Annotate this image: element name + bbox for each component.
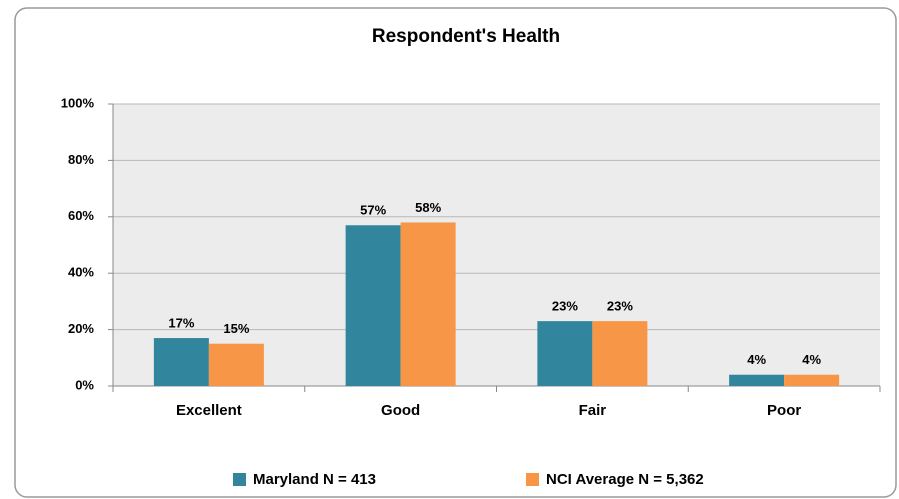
- value-label: 4%: [747, 352, 766, 367]
- plot-area: [113, 104, 880, 386]
- bar: [400, 222, 456, 386]
- bar: [537, 321, 593, 386]
- x-tick-label: Poor: [767, 402, 801, 419]
- y-tick-label: 40%: [68, 265, 94, 280]
- y-tick-label: 0%: [75, 377, 94, 392]
- x-tick-label: Excellent: [176, 402, 242, 419]
- value-label: 17%: [168, 315, 194, 330]
- bar: [784, 374, 840, 386]
- y-tick-label: 60%: [68, 208, 94, 223]
- y-tick-label: 100%: [61, 95, 95, 110]
- value-label: 23%: [552, 299, 578, 314]
- legend-label: Maryland N = 413: [253, 471, 376, 488]
- bar: [345, 225, 401, 386]
- bar: [729, 374, 785, 386]
- value-label: 58%: [415, 200, 441, 215]
- legend-label: NCI Average N = 5,362: [546, 471, 704, 488]
- x-tick-label: Fair: [579, 402, 607, 419]
- chart-title: Respondent's Health: [372, 26, 560, 47]
- value-label: 23%: [607, 299, 633, 314]
- value-label: 57%: [360, 203, 386, 218]
- bar: [592, 321, 648, 386]
- value-label: 15%: [223, 321, 249, 336]
- value-label: 4%: [802, 352, 821, 367]
- legend-swatch: [233, 473, 246, 486]
- y-tick-label: 80%: [68, 152, 94, 167]
- bar: [153, 338, 209, 386]
- bar: [208, 343, 264, 386]
- x-tick-label: Good: [381, 402, 420, 419]
- legend-swatch: [526, 473, 539, 486]
- y-tick-label: 20%: [68, 321, 94, 336]
